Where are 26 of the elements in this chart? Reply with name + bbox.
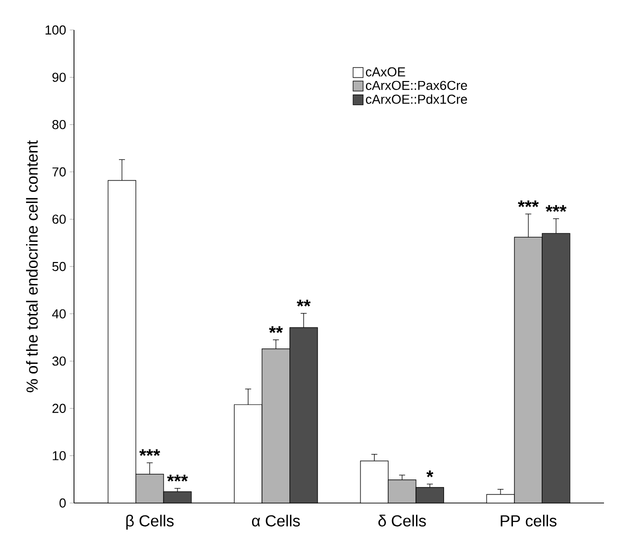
annotation: ** [296,300,311,306]
x-tick-label: β Cells [126,514,174,530]
legend-label: cArxOE::Pdx1Cre [366,94,468,104]
y-tick-label: 70 [52,167,66,176]
annotation: ** [268,326,283,333]
annotation: *** [139,449,160,456]
annotation: *** [546,205,567,212]
x-tick-label: PP cells [500,514,556,526]
y-tick-label: 10 [52,451,66,460]
annotation: *** [518,200,539,208]
annotation: * [426,470,434,478]
annotation: *** [167,474,188,482]
y-tick-label: 50 [52,262,66,272]
y-tick-label: 90 [52,72,66,82]
y-tick-label: 0 [60,498,66,508]
y-tick-label: 100 [46,25,66,35]
y-axis-title: % of the total endocrine cell content [26,140,38,392]
y-tick-label: 20 [52,404,66,413]
x-tick-label: α Cells [252,514,300,526]
y-tick-label: 40 [52,309,66,318]
y-tick-label: 30 [52,356,66,366]
x-tick-label: δ Cells [378,514,426,526]
y-tick-label: 80 [52,120,66,130]
legend-label: cAxOE [366,67,406,76]
y-tick-label: 60 [52,214,66,224]
legend-label: cArxOE::Pax6Cre [366,80,468,90]
